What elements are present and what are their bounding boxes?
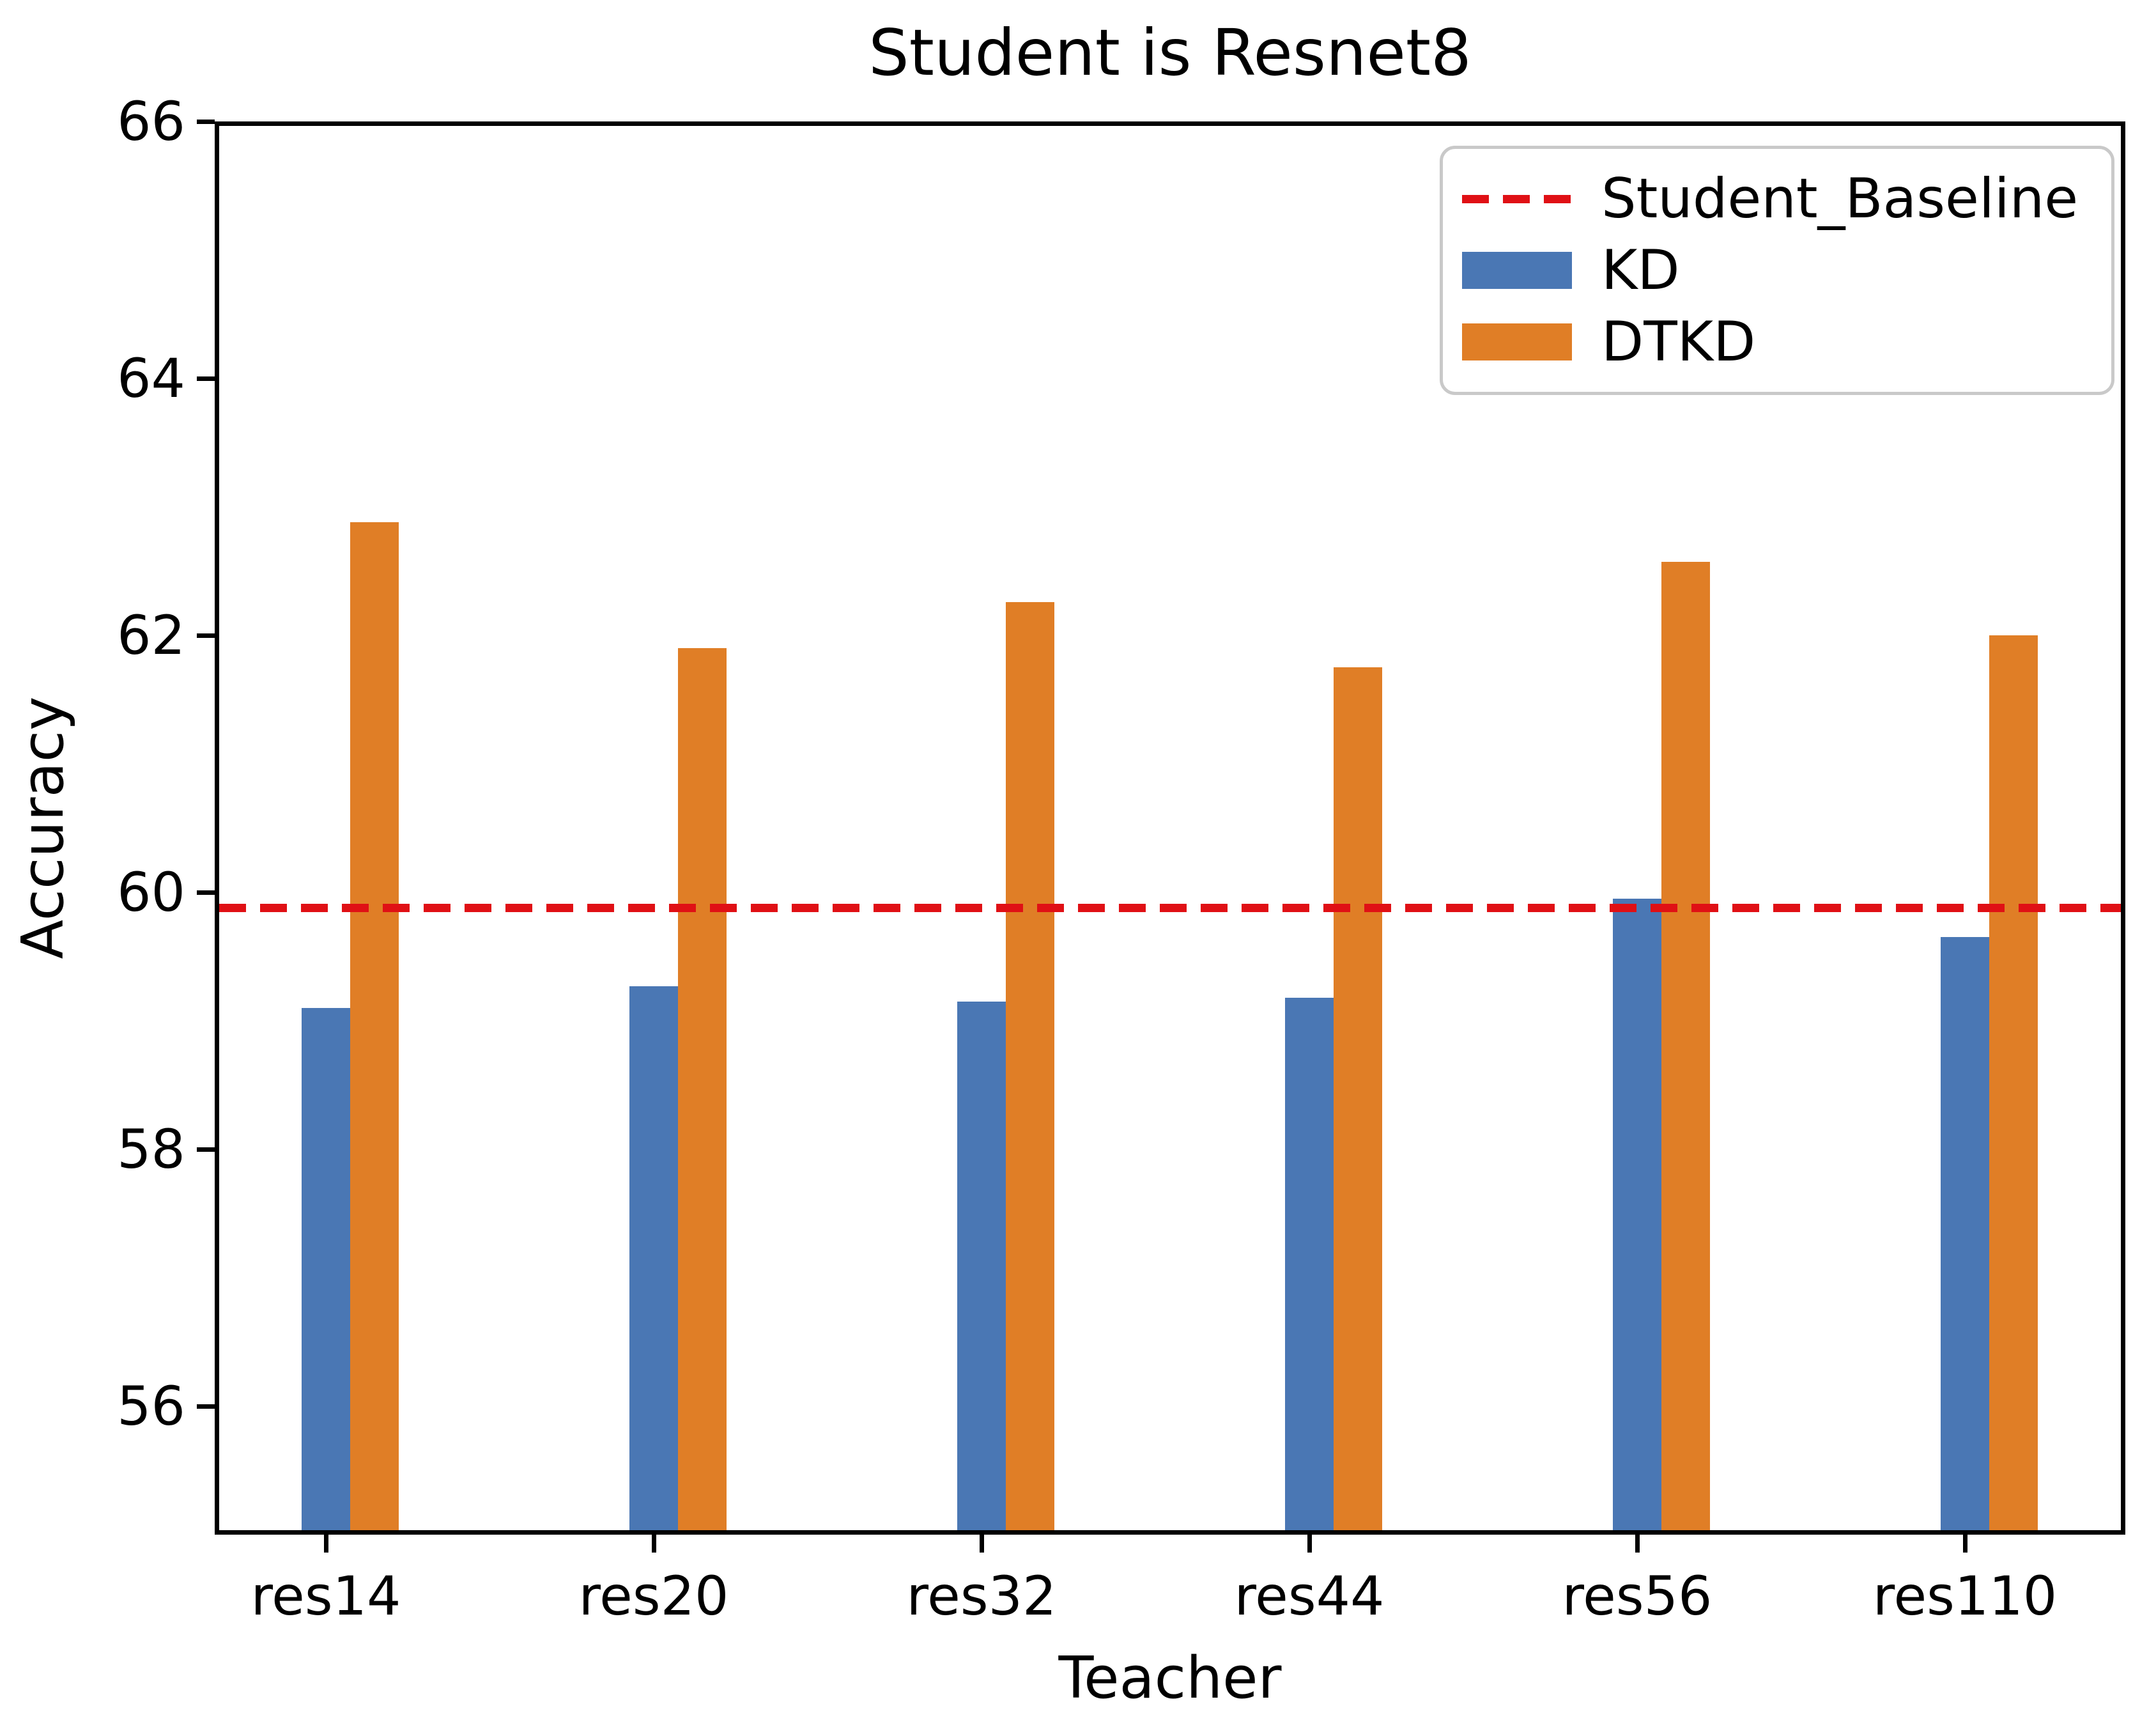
- y-tick-mark-62: [197, 633, 215, 638]
- bar-kd-res56: [1613, 899, 1661, 1530]
- y-tick-mark-66: [197, 119, 215, 124]
- bar-dtkd-res110: [1989, 635, 2038, 1530]
- baseline-dashed-line-sample: [1462, 194, 1572, 203]
- baseline-line: [219, 904, 2121, 913]
- y-tick-label-62: 62: [117, 604, 185, 667]
- x-tick-label-res32: res32: [906, 1565, 1057, 1627]
- legend-label-student-baseline: Student_Baseline: [1601, 167, 2079, 231]
- bar-dtkd-res44: [1334, 667, 1382, 1530]
- x-tick-label-res110: res110: [1872, 1565, 2058, 1627]
- bar-dtkd-res56: [1661, 562, 1710, 1530]
- x-tick-mark-res32: [979, 1535, 984, 1553]
- x-tick-label-res56: res56: [1562, 1565, 1713, 1627]
- bar-kd-res14: [302, 1007, 350, 1530]
- y-tick-label-60: 60: [117, 861, 185, 924]
- y-axis-label-text: Accuracy: [10, 696, 77, 959]
- legend-label-kd: KD: [1601, 238, 1680, 302]
- bar-kd-res20: [629, 986, 678, 1530]
- legend: Student_Baseline KD DTKD: [1440, 146, 2114, 395]
- x-tick-mark-res14: [323, 1535, 328, 1553]
- y-tick-mark-56: [197, 1404, 215, 1409]
- dtkd-color-swatch: [1462, 323, 1572, 360]
- x-tick-label-res14: res14: [250, 1565, 401, 1627]
- y-tick-label-66: 66: [117, 90, 185, 153]
- bar-dtkd-res20: [678, 648, 727, 1530]
- x-tick-mark-res56: [1635, 1535, 1640, 1553]
- bar-kd-res32: [957, 1001, 1006, 1530]
- y-tick-mark-60: [197, 890, 215, 895]
- x-axis-label: Teacher: [1058, 1645, 1282, 1712]
- y-tick-mark-64: [197, 376, 215, 381]
- bar-dtkd-res32: [1006, 601, 1054, 1530]
- kd-color-swatch: [1462, 252, 1572, 289]
- bar-dtkd-res14: [350, 522, 399, 1530]
- bar-kd-res110: [1941, 937, 1989, 1530]
- y-tick-mark-58: [197, 1147, 215, 1152]
- x-tick-mark-res44: [1307, 1535, 1312, 1553]
- y-tick-label-64: 64: [117, 347, 185, 410]
- legend-item-dtkd: DTKD: [1462, 310, 2086, 374]
- legend-label-dtkd: DTKD: [1601, 310, 1756, 374]
- bar-kd-res44: [1285, 997, 1334, 1530]
- x-tick-label-res20: res20: [578, 1565, 729, 1627]
- x-tick-label-res44: res44: [1234, 1565, 1385, 1627]
- y-tick-label-58: 58: [117, 1118, 185, 1181]
- chart-title: Student is Resnet8: [868, 15, 1472, 90]
- y-tick-label-56: 56: [117, 1375, 185, 1438]
- x-tick-mark-res110: [1962, 1535, 1967, 1553]
- x-tick-mark-res20: [651, 1535, 656, 1553]
- legend-item-student-baseline: Student_Baseline: [1462, 167, 2086, 231]
- legend-item-kd: KD: [1462, 238, 2086, 302]
